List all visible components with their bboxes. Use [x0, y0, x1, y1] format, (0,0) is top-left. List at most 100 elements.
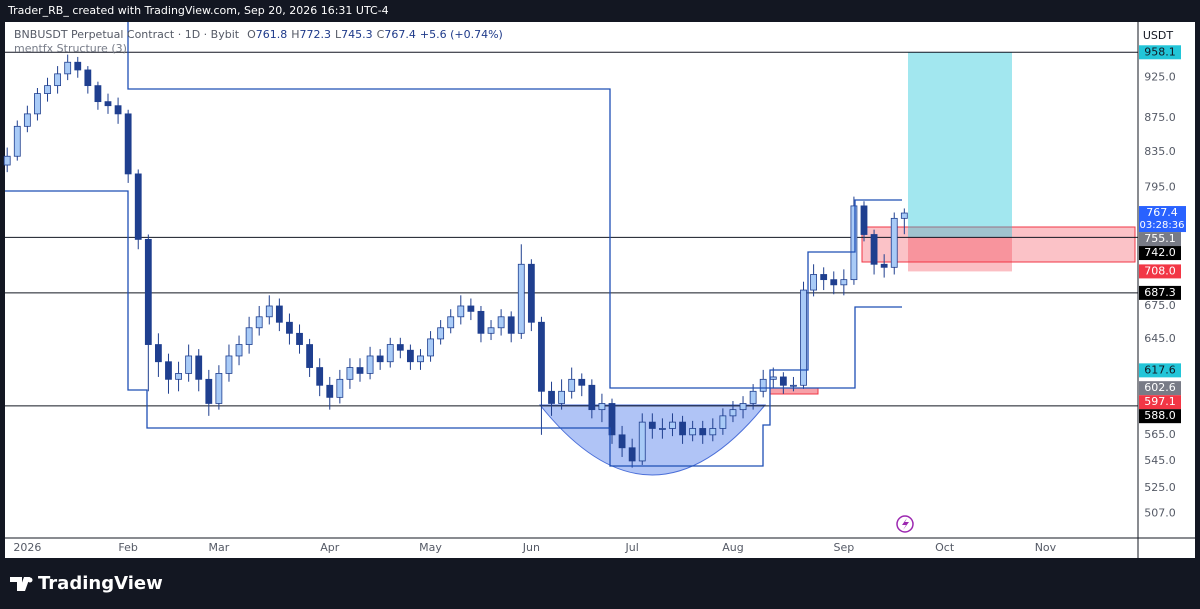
last-price: 767.4 — [1146, 206, 1178, 219]
candle-body — [195, 355, 203, 380]
structure-line — [127, 22, 902, 389]
x-tick-label: Nov — [1035, 541, 1057, 554]
candle-body — [437, 327, 445, 340]
price-tag-label: 958.1 — [1144, 45, 1176, 58]
candle-body — [154, 344, 162, 363]
stop-box — [908, 237, 1012, 272]
candle-body — [840, 279, 848, 286]
candle-body — [54, 73, 61, 87]
candle-body — [699, 428, 707, 436]
price-tag-label: 602.6 — [1144, 381, 1176, 394]
brand: TradingView — [38, 573, 163, 594]
candle-body — [286, 321, 293, 334]
candle-body — [507, 316, 515, 334]
ohlc-label: L — [335, 28, 342, 41]
price-tag — [1139, 381, 1181, 396]
price-tag — [1139, 246, 1181, 261]
price-tag — [1139, 45, 1181, 60]
plot — [3, 51, 1138, 468]
zone — [861, 226, 1136, 263]
candle-body — [648, 421, 656, 429]
candle-body — [255, 316, 263, 329]
candle-body — [880, 263, 888, 268]
candle-body — [64, 61, 72, 75]
y-tick-label: 835.0 — [1144, 145, 1176, 158]
candle-body — [175, 373, 182, 380]
legend: BNBUSDT Perpetual Contract · 1D · Bybit O… — [14, 28, 503, 41]
candle-body — [548, 390, 555, 404]
candle-body — [769, 376, 777, 380]
x-tick-label: Apr — [320, 541, 340, 554]
y-tick-label: 925.0 — [1144, 71, 1176, 84]
x-tick-label: 2026 — [13, 541, 41, 554]
logo-dot — [27, 577, 33, 583]
price-tag-label: 708.0 — [1144, 264, 1176, 277]
candle-body — [74, 61, 82, 71]
candle-body — [860, 205, 868, 235]
candle-body — [820, 274, 828, 281]
price-axis: 925.0 875.0 835.0 795.0 675.0 645.0 565.0 545.0… — [13, 45, 1186, 554]
candle-body — [316, 367, 324, 386]
candle-body — [386, 344, 394, 363]
candle-body — [124, 113, 132, 175]
candle-body — [527, 263, 535, 323]
candle-body — [336, 378, 344, 398]
y-tick-label: 565.0 — [1144, 428, 1176, 441]
drawings — [538, 52, 1136, 476]
currency: USDT — [1143, 29, 1174, 42]
price-tag-label: 742.0 — [1144, 246, 1176, 259]
candle-body — [598, 403, 606, 411]
candle-body — [719, 415, 727, 429]
candle-body — [497, 316, 505, 329]
x-tick-label: May — [419, 541, 442, 554]
candle-body — [870, 234, 878, 265]
price-tag — [1139, 409, 1181, 424]
candle-body — [84, 69, 92, 87]
candle-body — [356, 367, 364, 374]
candle-body — [739, 403, 747, 411]
x-tick-label: Mar — [208, 541, 229, 554]
price-tag-label: 755.1 — [1144, 232, 1176, 245]
candle-body — [44, 85, 51, 94]
candle-body — [850, 205, 858, 281]
candle-body — [790, 384, 797, 387]
candle-body — [578, 378, 586, 386]
logo-mark — [10, 577, 30, 591]
candle-body — [800, 289, 807, 386]
ohlc-label: O — [247, 28, 256, 41]
candle-body — [618, 434, 626, 449]
x-tick-label: Oct — [935, 541, 955, 554]
candle-body — [296, 332, 303, 345]
candle-body — [417, 355, 424, 363]
change: +5.6 (+0.74%) — [420, 28, 503, 41]
x-tick-label: Jul — [625, 541, 639, 554]
candle-body — [487, 327, 495, 334]
candle-body — [568, 378, 576, 392]
candle-body — [830, 279, 838, 286]
candle-body — [447, 316, 455, 329]
x-tick-label: Aug — [722, 541, 743, 554]
price-tag — [1139, 395, 1181, 410]
candle-body — [114, 105, 122, 115]
candle-body — [406, 349, 414, 363]
last-price-tag — [1139, 206, 1186, 233]
indicator-label: mentfx Structure (3) — [14, 42, 127, 55]
candle-body — [810, 274, 817, 291]
candle-body — [638, 421, 646, 462]
x-tick-label: Sep — [833, 541, 854, 554]
candle-body — [608, 403, 616, 436]
candle-body — [23, 113, 31, 127]
candle-body — [779, 376, 787, 386]
candle-body — [185, 355, 193, 374]
structure-line — [5, 190, 902, 467]
candle-body — [366, 355, 374, 374]
ohlc-value: 772.3 — [300, 28, 332, 41]
y-tick-label: 875.0 — [1144, 111, 1176, 124]
price-tag-label: 588.0 — [1144, 409, 1176, 422]
candle-body — [457, 305, 465, 318]
price-tag — [1139, 285, 1181, 300]
price-tag-label: 617.6 — [1144, 363, 1176, 376]
candle-body — [144, 238, 152, 345]
